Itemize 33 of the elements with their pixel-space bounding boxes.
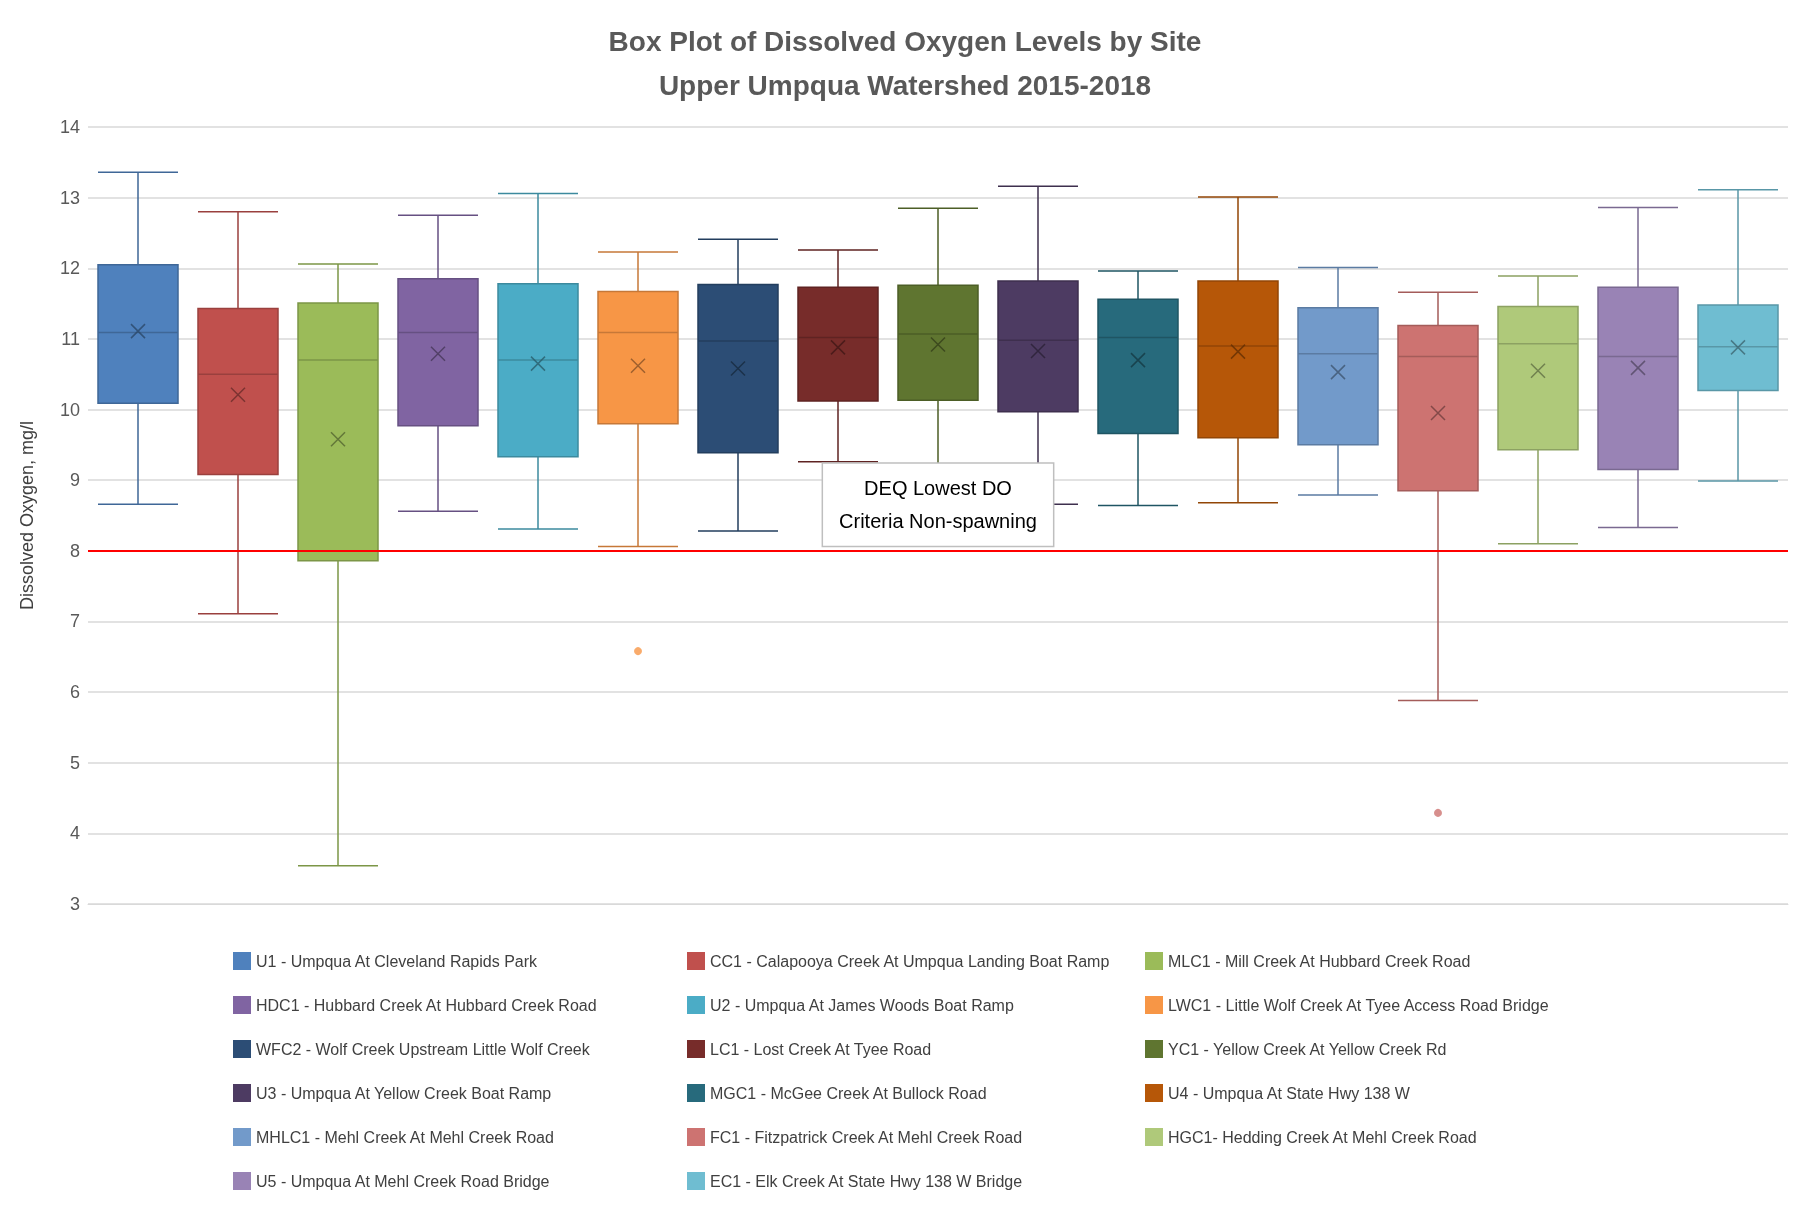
legend-label: U4 - Umpqua At State Hwy 138 W <box>1168 1084 1411 1102</box>
y-tick-label: 13 <box>59 187 80 208</box>
y-tick-label: 14 <box>59 117 80 137</box>
legend-label: HGC1- Hedding Creek At Mehl Creek Road <box>1168 1128 1477 1146</box>
y-tick-label: 5 <box>69 752 80 773</box>
chart-subtitle: Upper Umpqua Watershed 2015-2018 <box>658 69 1152 101</box>
y-tick-label: 12 <box>59 258 80 279</box>
legend-label: WFC2 - Wolf Creek Upstream Little Wolf Creek <box>256 1040 591 1058</box>
y-tick-label: 10 <box>59 399 80 420</box>
legend-label: CC1 - Calapooya Creek At Umpqua Landing Boat Ramp <box>710 952 1110 970</box>
legend-label: MGC1 - McGee Creek At Bullock Road <box>710 1084 987 1102</box>
legend-label: U2 - Umpqua At James Woods Boat Ramp <box>710 996 1014 1014</box>
y-tick-label: 3 <box>69 894 80 914</box>
legend-label: HDC1 - Hubbard Creek At Hubbard Creek Road <box>256 996 597 1014</box>
legend-label: LC1 - Lost Creek At Tyee Road <box>710 1040 932 1058</box>
legend-label: U5 - Umpqua At Mehl Creek Road Bridge <box>256 1172 550 1190</box>
legend-label: MLC1 - Mill Creek At Hubbard Creek Road <box>1168 952 1471 970</box>
legend-label: LWC1 - Little Wolf Creek At Tyee Access Road Bridge <box>1168 996 1549 1014</box>
chart-title: Box Plot of Dissolved Oxygen Levels by Site <box>608 25 1202 57</box>
legend-label: MHLC1 - Mehl Creek At Mehl Creek Road <box>256 1128 554 1146</box>
y-tick-label: 11 <box>61 328 80 349</box>
y-tick-label: 9 <box>69 470 80 491</box>
legend-label: U1 - Umpqua At Cleveland Rapids Park <box>256 952 539 970</box>
y-axis-title: Dissolved Oxygen, mg/l <box>17 420 37 611</box>
y-tick-label: 8 <box>69 540 80 561</box>
legend-label: U3 - Umpqua At Yellow Creek Boat Ramp <box>256 1084 552 1102</box>
y-tick-label: 6 <box>69 682 80 703</box>
y-tick-label: 7 <box>69 611 80 632</box>
y-tick-label: 4 <box>69 823 80 844</box>
ref-line-label: DEQ Lowest DO Criteria Non-spawning <box>839 477 1037 533</box>
legend-label: YC1 - Yellow Creek At Yellow Creek Rd <box>1168 1040 1447 1058</box>
legend-label: FC1 - Fitzpatrick Creek At Mehl Creek Road <box>710 1128 1023 1146</box>
legend-label: EC1 - Elk Creek At State Hwy 138 W Bridge <box>710 1172 1023 1190</box>
